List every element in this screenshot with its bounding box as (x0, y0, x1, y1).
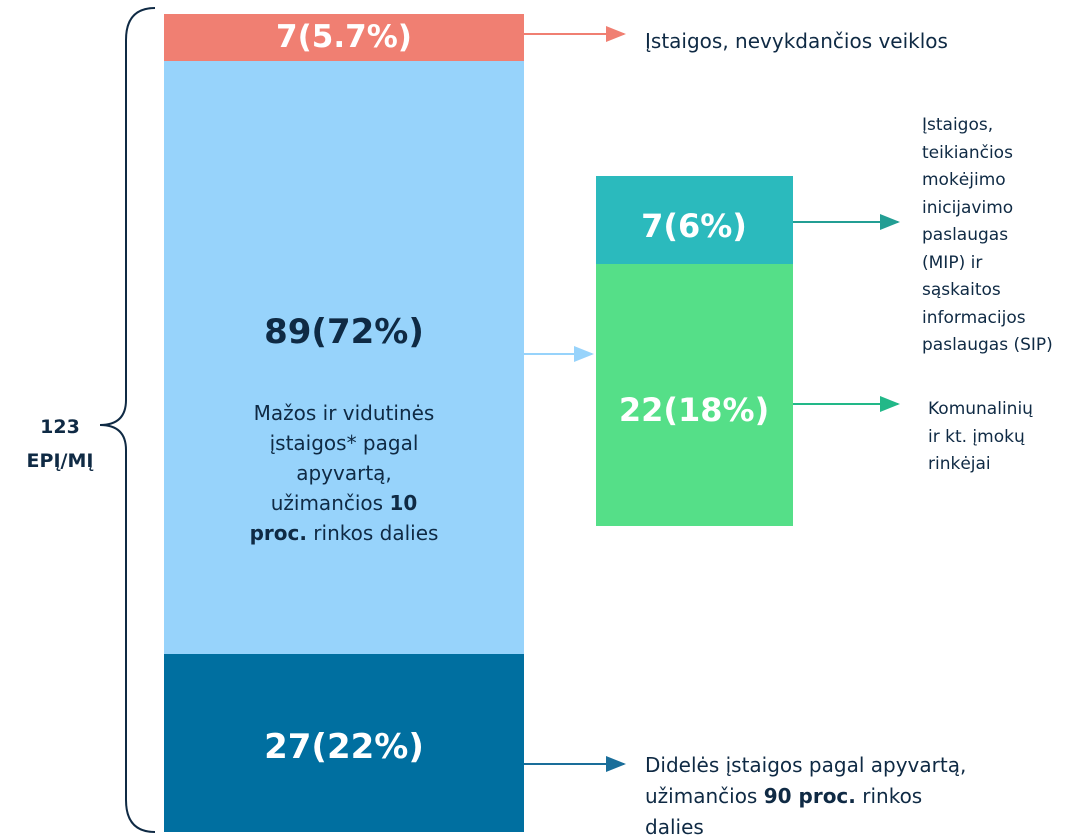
description: Įstaigos, nevykdančios veiklos (645, 26, 948, 56)
description-line: sąskaitos (922, 277, 1053, 305)
description-text: informacijos (922, 307, 1026, 328)
total: 123 EPĮ/MĮ (20, 410, 100, 478)
description-text: Įstaigos, (922, 115, 994, 135)
description-text: rinkos dalies (306, 521, 439, 545)
description-line: Įstaigos, (922, 112, 1053, 140)
description-line: informacijos (922, 305, 1053, 333)
description-line: Didelės įstaigos pagal apyvartą, (645, 750, 966, 781)
description-line: Komunalinių (928, 396, 1033, 424)
description-line: mokėjimo (922, 167, 1053, 195)
brace (99, 7, 156, 833)
segment (596, 264, 793, 526)
segment (164, 61, 524, 654)
description-line: inicijavimo (922, 195, 1053, 223)
segment (164, 14, 524, 61)
description-line: ir kt. įmokų (928, 424, 1033, 452)
segment-label: 22(18%) (618, 391, 770, 429)
description-line: įstaigos* pagal (229, 428, 459, 458)
description-text: dalies (645, 815, 704, 839)
total-line: 123 (40, 416, 80, 438)
description-text: rinkėjai (928, 454, 991, 474)
description-text: sąskaitos (922, 280, 1001, 300)
description-text: užimančios (270, 491, 390, 515)
description-text: 90 proc. (763, 784, 856, 808)
description-text: Įstaigos, nevykdančios veiklos (645, 29, 948, 53)
segment (164, 654, 524, 832)
description-text: teikiančios (922, 142, 1013, 163)
total-line: EPĮ/MĮ (26, 450, 94, 472)
description-text: įstaigos* pagal (269, 431, 419, 455)
description-line: apyvartą, (229, 458, 459, 488)
description-text: ir kt. įmokų (928, 426, 1025, 447)
description-line: paslaugas (922, 222, 1053, 250)
segment (596, 176, 793, 264)
description-text: proc. (249, 521, 307, 545)
description-line: teikiančios (922, 140, 1053, 168)
description-line: užimančios 90 proc. rinkos (645, 781, 966, 812)
segment-label: 7(5.7%) (276, 19, 412, 55)
description-line: paslaugas (SIP) (922, 332, 1053, 360)
description-line: užimančios 10 (229, 488, 459, 518)
description-text: paslaugas (SIP) (922, 335, 1053, 355)
description-line: proc. rinkos dalies (229, 518, 459, 548)
description-text: 10 (389, 491, 418, 515)
description-text: užimančios (645, 784, 764, 808)
description-text: Mažos ir vidutinės (253, 401, 435, 425)
description-text: inicijavimo (922, 197, 1014, 218)
description: Įstaigos, teikiančios mokėjimo inicijavimo p… (922, 112, 1053, 360)
description-line: rinkėjai (928, 451, 1033, 479)
description: Mažos ir vidutinės įstaigos* pagal apyvart… (229, 398, 459, 548)
description-text: Komunalinių (928, 399, 1033, 419)
description-line: Mažos ir vidutinės (229, 398, 459, 428)
description-line: dalies (645, 812, 966, 840)
description-text: Didelės įstaigos pagal apyvartą, (645, 753, 967, 777)
segment-label: 27(22%) (264, 727, 424, 767)
segment-label: 89(72%) (264, 312, 424, 352)
description-text: mokėjimo (922, 170, 1006, 190)
description-line: Įstaigos, nevykdančios veiklos (645, 26, 948, 56)
description-line: (MIP) ir (922, 250, 1053, 278)
description-text: (MIP) ir (922, 252, 983, 273)
segment-label: 7(6%) (641, 207, 747, 245)
description-text: paslaugas (922, 225, 1009, 245)
description-text: apyvartą, (296, 461, 392, 485)
description: Didelės įstaigos pagal apyvartą, užimanči… (645, 750, 966, 840)
description: Komunalinių ir kt. įmokų rinkėjai (928, 396, 1033, 479)
description-text: rinkos (855, 784, 923, 808)
